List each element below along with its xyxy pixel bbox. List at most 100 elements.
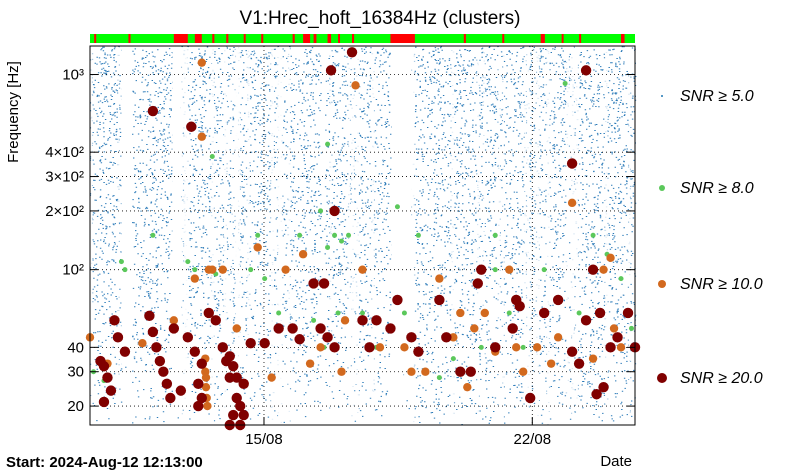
data-gap-line bbox=[412, 47, 415, 424]
cluster-point bbox=[210, 315, 221, 326]
cluster-point bbox=[298, 250, 308, 259]
cluster-point bbox=[435, 274, 444, 283]
cluster-point bbox=[400, 343, 409, 352]
legend-label: SNR ≥ 10.0 bbox=[680, 276, 763, 293]
cluster-point bbox=[505, 265, 514, 274]
cluster-point bbox=[165, 392, 176, 404]
cluster-point bbox=[407, 367, 416, 376]
status-bar-flag bbox=[579, 34, 582, 43]
data-gap-line bbox=[181, 47, 183, 424]
cluster-point bbox=[538, 307, 550, 319]
cluster-point bbox=[385, 323, 396, 334]
cluster-point bbox=[337, 367, 346, 376]
y-tick-label: 20 bbox=[67, 398, 84, 415]
cluster-point bbox=[329, 342, 340, 353]
cluster-point bbox=[566, 346, 578, 357]
data-gap-line bbox=[118, 47, 120, 424]
cluster-point bbox=[580, 315, 592, 326]
cluster-point bbox=[455, 366, 466, 377]
data-gap-line bbox=[502, 47, 504, 424]
cluster-point bbox=[305, 359, 315, 368]
cluster-point bbox=[520, 344, 526, 350]
cluster-point bbox=[492, 232, 498, 238]
cluster-point bbox=[588, 354, 598, 363]
status-bar-flag bbox=[540, 34, 545, 43]
cluster-point bbox=[360, 310, 365, 316]
cluster-point bbox=[591, 389, 602, 400]
status-bar-flag bbox=[502, 34, 505, 43]
cluster-point bbox=[112, 332, 124, 343]
status-bar-flag bbox=[226, 34, 229, 43]
cluster-point bbox=[339, 238, 345, 244]
cluster-point bbox=[197, 132, 206, 141]
y-axis-ticks: 20 30 40 10² 2×10² 3×10² 4×10² 10³ bbox=[45, 67, 635, 415]
status-bar-flag bbox=[352, 34, 355, 43]
cluster-point bbox=[197, 58, 206, 67]
data-gap-line bbox=[211, 47, 215, 424]
data-gap-line bbox=[628, 47, 631, 424]
data-gap-line bbox=[403, 47, 406, 424]
cluster-point bbox=[472, 278, 483, 289]
cluster-point bbox=[612, 332, 623, 343]
y-tick-label: 10² bbox=[62, 262, 84, 279]
cluster-point bbox=[332, 232, 338, 238]
cluster-point bbox=[421, 367, 430, 376]
cluster-point bbox=[322, 332, 333, 343]
cluster-point bbox=[217, 342, 228, 353]
data-gaps bbox=[91, 47, 631, 424]
cluster-point bbox=[203, 401, 212, 411]
data-gap bbox=[172, 47, 181, 366]
cluster-point bbox=[594, 307, 606, 319]
status-bar-flag bbox=[303, 34, 311, 43]
legend-marker bbox=[657, 373, 667, 383]
cluster-point bbox=[98, 396, 110, 408]
cluster-point bbox=[203, 307, 214, 319]
cluster-point bbox=[228, 409, 239, 421]
cluster-point bbox=[580, 65, 592, 76]
data-gap-line bbox=[498, 47, 501, 424]
status-bar-flag bbox=[390, 34, 415, 43]
cluster-point bbox=[371, 315, 382, 326]
cluster-point bbox=[276, 310, 282, 316]
data-gap-line bbox=[451, 47, 455, 424]
data-gap-line bbox=[477, 47, 480, 424]
legend-marker bbox=[658, 280, 666, 288]
cluster-point bbox=[465, 366, 477, 377]
status-bar-ok bbox=[90, 34, 635, 43]
cluster-point bbox=[576, 310, 582, 316]
cluster-point bbox=[158, 366, 169, 377]
status-bar-flag bbox=[561, 34, 564, 43]
cluster-point bbox=[413, 346, 424, 357]
data-points bbox=[85, 47, 641, 431]
cluster-point bbox=[514, 300, 525, 312]
cluster-point bbox=[238, 409, 249, 421]
cluster-point bbox=[519, 367, 528, 376]
cluster-point bbox=[238, 378, 249, 390]
cluster-point bbox=[587, 264, 599, 275]
status-bar-flag bbox=[173, 34, 188, 43]
data-gap-line bbox=[605, 47, 608, 424]
legend-marker bbox=[661, 95, 663, 97]
data-gap-line bbox=[183, 47, 187, 424]
cluster-point bbox=[552, 294, 564, 306]
cluster-point bbox=[201, 382, 211, 392]
data-gap-line bbox=[247, 47, 250, 424]
cluster-point bbox=[231, 392, 242, 404]
cluster-point bbox=[193, 378, 204, 390]
cluster-point bbox=[318, 208, 324, 214]
legend-label: SNR ≥ 8.0 bbox=[680, 180, 754, 197]
y-tick-label: 3×10² bbox=[45, 169, 84, 186]
cluster-point bbox=[463, 382, 472, 392]
cluster-point bbox=[415, 232, 421, 238]
data-gap-line bbox=[546, 47, 550, 424]
cluster-point bbox=[185, 259, 191, 265]
data-gap-line bbox=[524, 47, 527, 424]
cluster-point bbox=[297, 232, 303, 238]
cluster-point bbox=[168, 323, 180, 334]
cluster-point bbox=[255, 232, 261, 238]
cluster-point bbox=[311, 317, 317, 323]
cluster-point bbox=[161, 378, 173, 390]
legend-label: SNR ≥ 5.0 bbox=[680, 88, 754, 105]
cluster-point bbox=[524, 392, 536, 404]
